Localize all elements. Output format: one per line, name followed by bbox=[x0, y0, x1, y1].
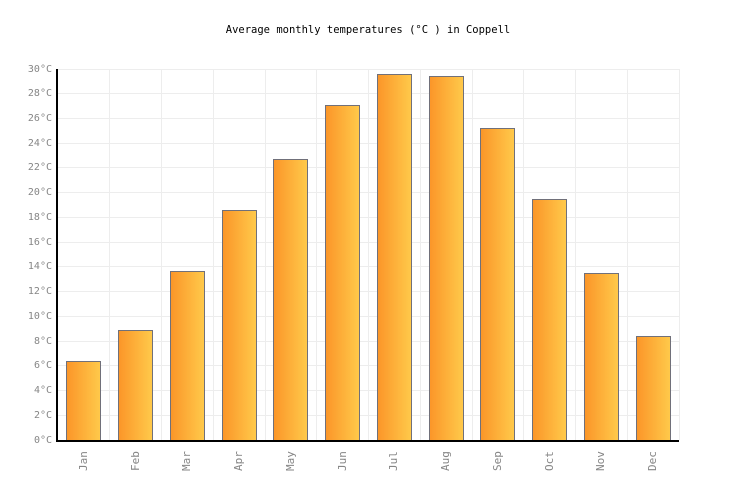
bar-jul bbox=[376, 73, 412, 440]
gridline-vertical bbox=[316, 69, 318, 440]
gridline-vertical bbox=[678, 69, 680, 440]
y-tick-label-28: 28°C bbox=[27, 88, 52, 100]
bar-dec bbox=[635, 336, 671, 440]
y-tick-label-8: 8°C bbox=[33, 335, 52, 347]
x-tick-label-apr: Apr bbox=[232, 451, 246, 471]
y-tick-label-0: 0°C bbox=[33, 434, 52, 446]
y-tick-label-20: 20°C bbox=[27, 187, 52, 199]
x-tick-label-sep: Sep bbox=[490, 451, 504, 471]
bar-may bbox=[273, 159, 309, 440]
bar-aug bbox=[428, 76, 464, 440]
y-tick-label-10: 10°C bbox=[27, 310, 52, 322]
y-tick-label-30: 30°C bbox=[27, 63, 52, 75]
x-tick-label-jul: Jul bbox=[387, 451, 401, 471]
gridline-vertical bbox=[212, 69, 214, 440]
gridline-vertical bbox=[161, 69, 162, 440]
x-tick-label-feb: Feb bbox=[128, 451, 142, 471]
bar-feb bbox=[118, 329, 154, 440]
y-tick-label-22: 22°C bbox=[27, 162, 52, 174]
bar-sep bbox=[480, 128, 516, 440]
y-tick-label-24: 24°C bbox=[27, 137, 52, 149]
bar-apr bbox=[221, 209, 257, 440]
y-tick-label-4: 4°C bbox=[33, 385, 52, 397]
chart-title: Average monthly temperatures (°C ) in Co… bbox=[225, 24, 511, 36]
x-tick-label-nov: Nov bbox=[594, 451, 608, 471]
plot-area bbox=[56, 68, 680, 442]
bar-nov bbox=[583, 273, 619, 440]
gridline-vertical bbox=[626, 69, 628, 440]
x-tick-label-dec: Dec bbox=[646, 451, 660, 471]
x-tick-label-jan: Jan bbox=[76, 451, 90, 471]
y-tick-label-16: 16°C bbox=[27, 236, 52, 248]
x-tick-label-aug: Aug bbox=[439, 451, 453, 471]
bar-mar bbox=[169, 270, 205, 440]
gridline-vertical bbox=[419, 69, 421, 440]
x-tick-label-may: May bbox=[283, 451, 297, 471]
y-tick-label-12: 12°C bbox=[27, 286, 52, 298]
y-tick-label-26: 26°C bbox=[27, 112, 52, 124]
y-tick-label-14: 14°C bbox=[27, 261, 52, 273]
gridline-vertical bbox=[575, 69, 576, 440]
gridline-vertical bbox=[523, 69, 525, 440]
x-tick-label-oct: Oct bbox=[542, 451, 556, 471]
gridline-vertical bbox=[264, 69, 266, 440]
gridline-vertical bbox=[471, 69, 473, 440]
gridline-vertical bbox=[368, 69, 369, 440]
y-tick-label-2: 2°C bbox=[33, 409, 52, 421]
bar-jan bbox=[66, 360, 102, 440]
y-tick-label-18: 18°C bbox=[27, 211, 52, 223]
gridline-vertical bbox=[109, 69, 111, 440]
x-tick-label-jun: Jun bbox=[335, 451, 349, 471]
x-tick-label-mar: Mar bbox=[180, 451, 194, 471]
bar-jun bbox=[325, 104, 361, 440]
y-tick-label-6: 6°C bbox=[33, 360, 52, 372]
bar-oct bbox=[532, 198, 568, 440]
